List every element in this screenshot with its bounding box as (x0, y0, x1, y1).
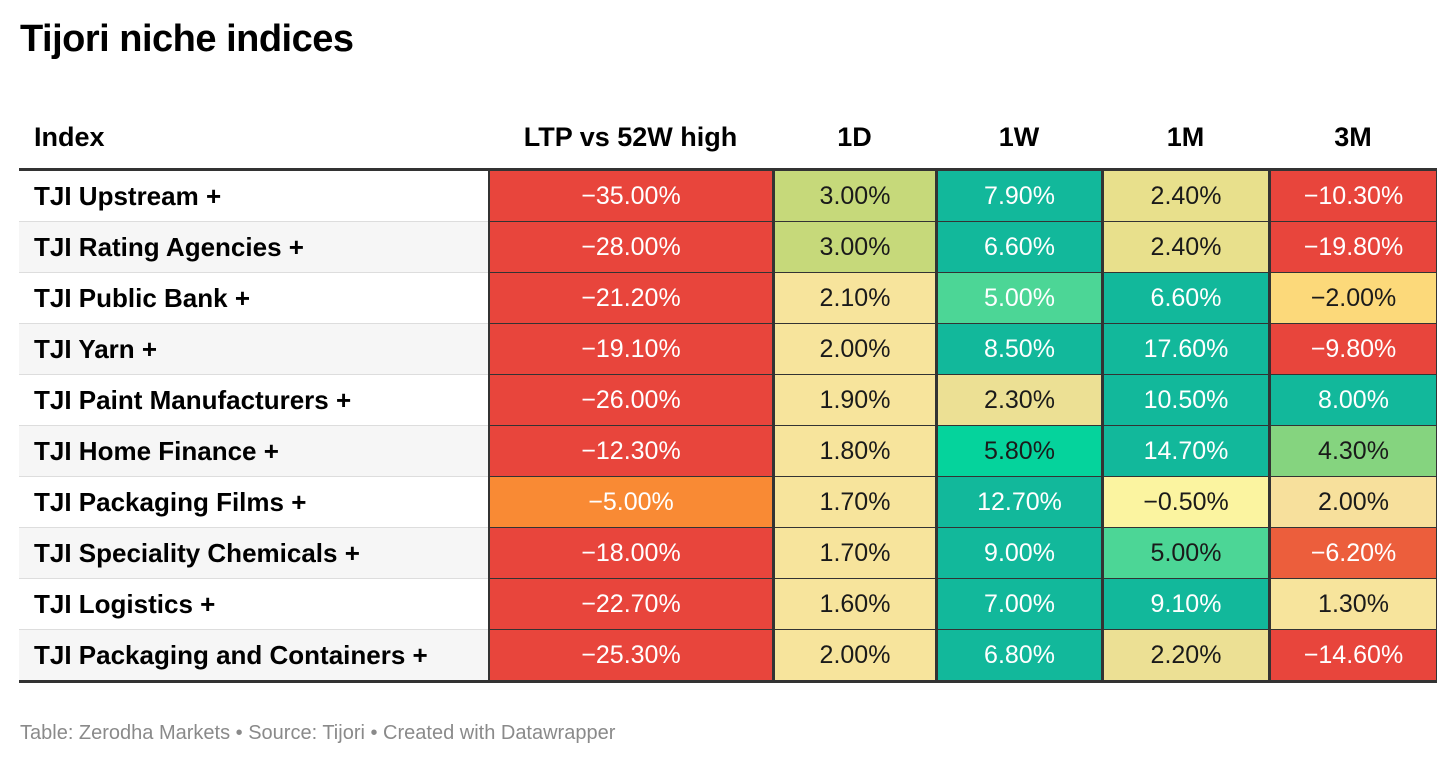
cell-1d: 2.10% (773, 273, 936, 324)
cell-1w: 12.70% (936, 477, 1102, 528)
cell-1m: 2.20% (1102, 630, 1269, 683)
cell-3m: −6.20% (1269, 528, 1437, 579)
row-label: TJI Rating Agencies + (19, 222, 488, 273)
source-footer: Table: Zerodha Markets • Source: Tijori … (20, 722, 616, 744)
cell-ltp-vs-52w-high: −18.00% (488, 528, 773, 579)
table-row: TJI Rating Agencies + −28.00% 3.00% 6.60% 2.… (19, 222, 1437, 273)
cell-1w: 9.00% (936, 528, 1102, 579)
cell-1m: 9.10% (1102, 579, 1269, 630)
cell-1d: 1.70% (773, 477, 936, 528)
cell-ltp-vs-52w-high: −22.70% (488, 579, 773, 630)
cell-3m: −19.80% (1269, 222, 1437, 273)
cell-1m: 2.40% (1102, 222, 1269, 273)
column-header-1d[interactable]: 1D (773, 106, 936, 171)
cell-3m: −14.60% (1269, 630, 1437, 683)
row-label: TJI Upstream + (19, 171, 488, 222)
cell-1w: 2.30% (936, 375, 1102, 426)
column-header-3m[interactable]: 3M (1269, 106, 1437, 171)
cell-3m: −2.00% (1269, 273, 1437, 324)
table-row: TJI Packaging Films + −5.00% 1.70% 12.70% −0… (19, 477, 1437, 528)
row-label: TJI Packaging Films + (19, 477, 488, 528)
cell-3m: −10.30% (1269, 171, 1437, 222)
chart-title: Tijori niche indices (20, 18, 354, 60)
cell-ltp-vs-52w-high: −35.00% (488, 171, 773, 222)
cell-3m: 2.00% (1269, 477, 1437, 528)
column-header-ltp-vs-52w-high[interactable]: LTP vs 52W high (488, 106, 773, 171)
row-label: TJI Packaging and Containers + (19, 630, 488, 683)
table-row: TJI Packaging and Containers + −25.30% 2.0… (19, 630, 1437, 683)
column-header-1w[interactable]: 1W (936, 106, 1102, 171)
table-row: TJI Home Finance + −12.30% 1.80% 5.80% 14.70… (19, 426, 1437, 477)
cell-1w: 5.80% (936, 426, 1102, 477)
cell-1w: 8.50% (936, 324, 1102, 375)
cell-1d: 3.00% (773, 171, 936, 222)
table-row: TJI Speciality Chemicals + −18.00% 1.70% 9.… (19, 528, 1437, 579)
cell-1d: 1.90% (773, 375, 936, 426)
cell-1w: 6.60% (936, 222, 1102, 273)
row-label: TJI Yarn + (19, 324, 488, 375)
cell-1m: −0.50% (1102, 477, 1269, 528)
cell-ltp-vs-52w-high: −26.00% (488, 375, 773, 426)
cell-1w: 6.80% (936, 630, 1102, 683)
cell-1d: 3.00% (773, 222, 936, 273)
row-label: TJI Home Finance + (19, 426, 488, 477)
table-row: TJI Paint Manufacturers + −26.00% 1.90% 2.3… (19, 375, 1437, 426)
cell-1d: 1.70% (773, 528, 936, 579)
table-body: TJI Upstream + −35.00% 3.00% 7.90% 2.40% −10.… (19, 171, 1437, 683)
cell-1w: 5.00% (936, 273, 1102, 324)
cell-1m: 2.40% (1102, 171, 1269, 222)
column-header-1m[interactable]: 1M (1102, 106, 1269, 171)
table-row: TJI Yarn + −19.10% 2.00% 8.50% 17.60% −9.80% (19, 324, 1437, 375)
cell-ltp-vs-52w-high: −19.10% (488, 324, 773, 375)
cell-ltp-vs-52w-high: −5.00% (488, 477, 773, 528)
cell-3m: 8.00% (1269, 375, 1437, 426)
cell-1d: 2.00% (773, 324, 936, 375)
cell-1m: 10.50% (1102, 375, 1269, 426)
cell-ltp-vs-52w-high: −25.30% (488, 630, 773, 683)
cell-ltp-vs-52w-high: −28.00% (488, 222, 773, 273)
cell-1m: 6.60% (1102, 273, 1269, 324)
cell-1m: 17.60% (1102, 324, 1269, 375)
cell-1w: 7.90% (936, 171, 1102, 222)
cell-1w: 7.00% (936, 579, 1102, 630)
cell-1d: 2.00% (773, 630, 936, 683)
cell-1d: 1.60% (773, 579, 936, 630)
row-label: TJI Paint Manufacturers + (19, 375, 488, 426)
cell-3m: −9.80% (1269, 324, 1437, 375)
row-label: TJI Public Bank + (19, 273, 488, 324)
table-row: TJI Logistics + −22.70% 1.60% 7.00% 9.10% 1.3… (19, 579, 1437, 630)
column-header-index[interactable]: Index (19, 106, 488, 171)
cell-ltp-vs-52w-high: −12.30% (488, 426, 773, 477)
table-row: TJI Upstream + −35.00% 3.00% 7.90% 2.40% −10.… (19, 171, 1437, 222)
header-row: Index LTP vs 52W high 1D 1W 1M 3M (19, 106, 1437, 171)
indices-table: Index LTP vs 52W high 1D 1W 1M 3M TJI Up… (19, 106, 1437, 683)
cell-ltp-vs-52w-high: −21.20% (488, 273, 773, 324)
cell-3m: 1.30% (1269, 579, 1437, 630)
indices-table-container: Index LTP vs 52W high 1D 1W 1M 3M TJI Up… (19, 106, 1437, 683)
cell-1m: 5.00% (1102, 528, 1269, 579)
cell-1m: 14.70% (1102, 426, 1269, 477)
cell-3m: 4.30% (1269, 426, 1437, 477)
table-row: TJI Public Bank + −21.20% 2.10% 5.00% 6.60% −… (19, 273, 1437, 324)
row-label: TJI Logistics + (19, 579, 488, 630)
row-label: TJI Speciality Chemicals + (19, 528, 488, 579)
cell-1d: 1.80% (773, 426, 936, 477)
